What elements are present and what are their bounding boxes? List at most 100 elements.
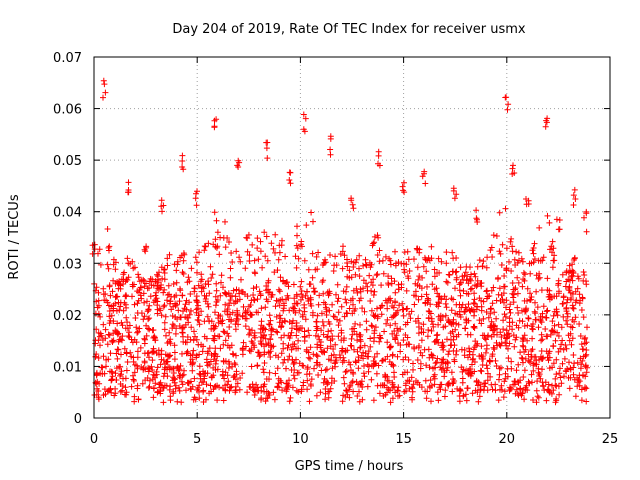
data-point (357, 286, 364, 293)
data-point (462, 269, 469, 276)
data-point (471, 312, 477, 319)
data-point (314, 266, 321, 273)
data-point (375, 152, 382, 159)
data-point (223, 291, 230, 298)
data-point (107, 292, 114, 299)
data-point (300, 111, 307, 118)
data-point (566, 262, 573, 269)
data-point (370, 338, 377, 345)
data-point (248, 312, 254, 318)
data-point (235, 157, 242, 164)
data-point (478, 320, 485, 327)
data-point (528, 371, 535, 378)
data-point (557, 365, 563, 372)
data-point (435, 321, 442, 328)
data-point (275, 286, 282, 293)
data-point (357, 321, 363, 328)
data-point (512, 262, 519, 268)
data-point (289, 384, 296, 391)
data-point (566, 359, 572, 366)
data-point (490, 284, 497, 291)
data-point (243, 234, 250, 241)
data-point (176, 384, 182, 391)
data-point (163, 358, 170, 365)
data-point (216, 251, 223, 258)
data-point (319, 279, 326, 285)
data-point (92, 340, 99, 347)
data-point (471, 290, 478, 297)
data-point (222, 387, 229, 394)
data-point (483, 264, 490, 271)
data-point (195, 312, 202, 319)
data-point (222, 337, 229, 344)
data-point (562, 283, 569, 290)
data-point (210, 372, 217, 379)
data-point (384, 316, 391, 323)
data-point (483, 288, 490, 295)
data-point (355, 365, 362, 372)
data-point (226, 324, 233, 330)
data-point (295, 255, 302, 262)
data-point (389, 352, 396, 359)
data-point (250, 292, 257, 298)
data-point (128, 383, 135, 390)
data-point (212, 309, 218, 316)
data-point (446, 272, 453, 278)
data-point (350, 301, 356, 308)
data-point (346, 305, 353, 312)
data-point (434, 389, 441, 396)
data-point (164, 255, 171, 262)
data-point (108, 312, 115, 319)
data-point (171, 261, 178, 268)
data-point (91, 246, 98, 253)
data-point (229, 259, 236, 265)
data-point (108, 368, 115, 375)
data-point (189, 367, 196, 374)
data-point (443, 260, 450, 267)
data-point (580, 353, 587, 360)
data-point (376, 332, 383, 339)
data-point (179, 292, 186, 299)
data-point (264, 139, 271, 146)
data-point (581, 272, 588, 278)
data-point (443, 278, 450, 285)
data-point (138, 310, 145, 317)
data-point (402, 332, 409, 338)
data-point (496, 365, 503, 372)
data-point (538, 319, 545, 326)
data-point (583, 208, 590, 215)
data-point (557, 345, 564, 352)
data-point (444, 279, 451, 286)
data-point (488, 318, 495, 325)
data-point (553, 356, 560, 363)
data-point (406, 378, 413, 385)
data-point (167, 397, 174, 404)
data-point (411, 345, 418, 352)
data-point (338, 327, 345, 334)
data-point (304, 377, 311, 384)
data-point (249, 241, 256, 248)
data-point (314, 341, 321, 348)
data-point (118, 368, 125, 375)
data-point (579, 346, 586, 353)
data-point (132, 315, 139, 321)
data-point (508, 365, 515, 372)
data-point (510, 286, 517, 293)
data-point (299, 243, 305, 250)
data-point (436, 269, 443, 276)
data-point (457, 386, 464, 393)
data-point (362, 350, 369, 357)
data-point (583, 385, 590, 392)
data-point (346, 267, 353, 274)
data-point (186, 278, 193, 285)
data-point (112, 300, 119, 307)
data-point (192, 333, 198, 340)
data-point (534, 378, 541, 385)
data-point (524, 285, 531, 292)
data-point (539, 379, 546, 386)
data-point (248, 363, 255, 370)
data-point (149, 349, 156, 356)
data-point (152, 292, 159, 299)
data-point (467, 286, 474, 293)
data-point (274, 365, 281, 372)
